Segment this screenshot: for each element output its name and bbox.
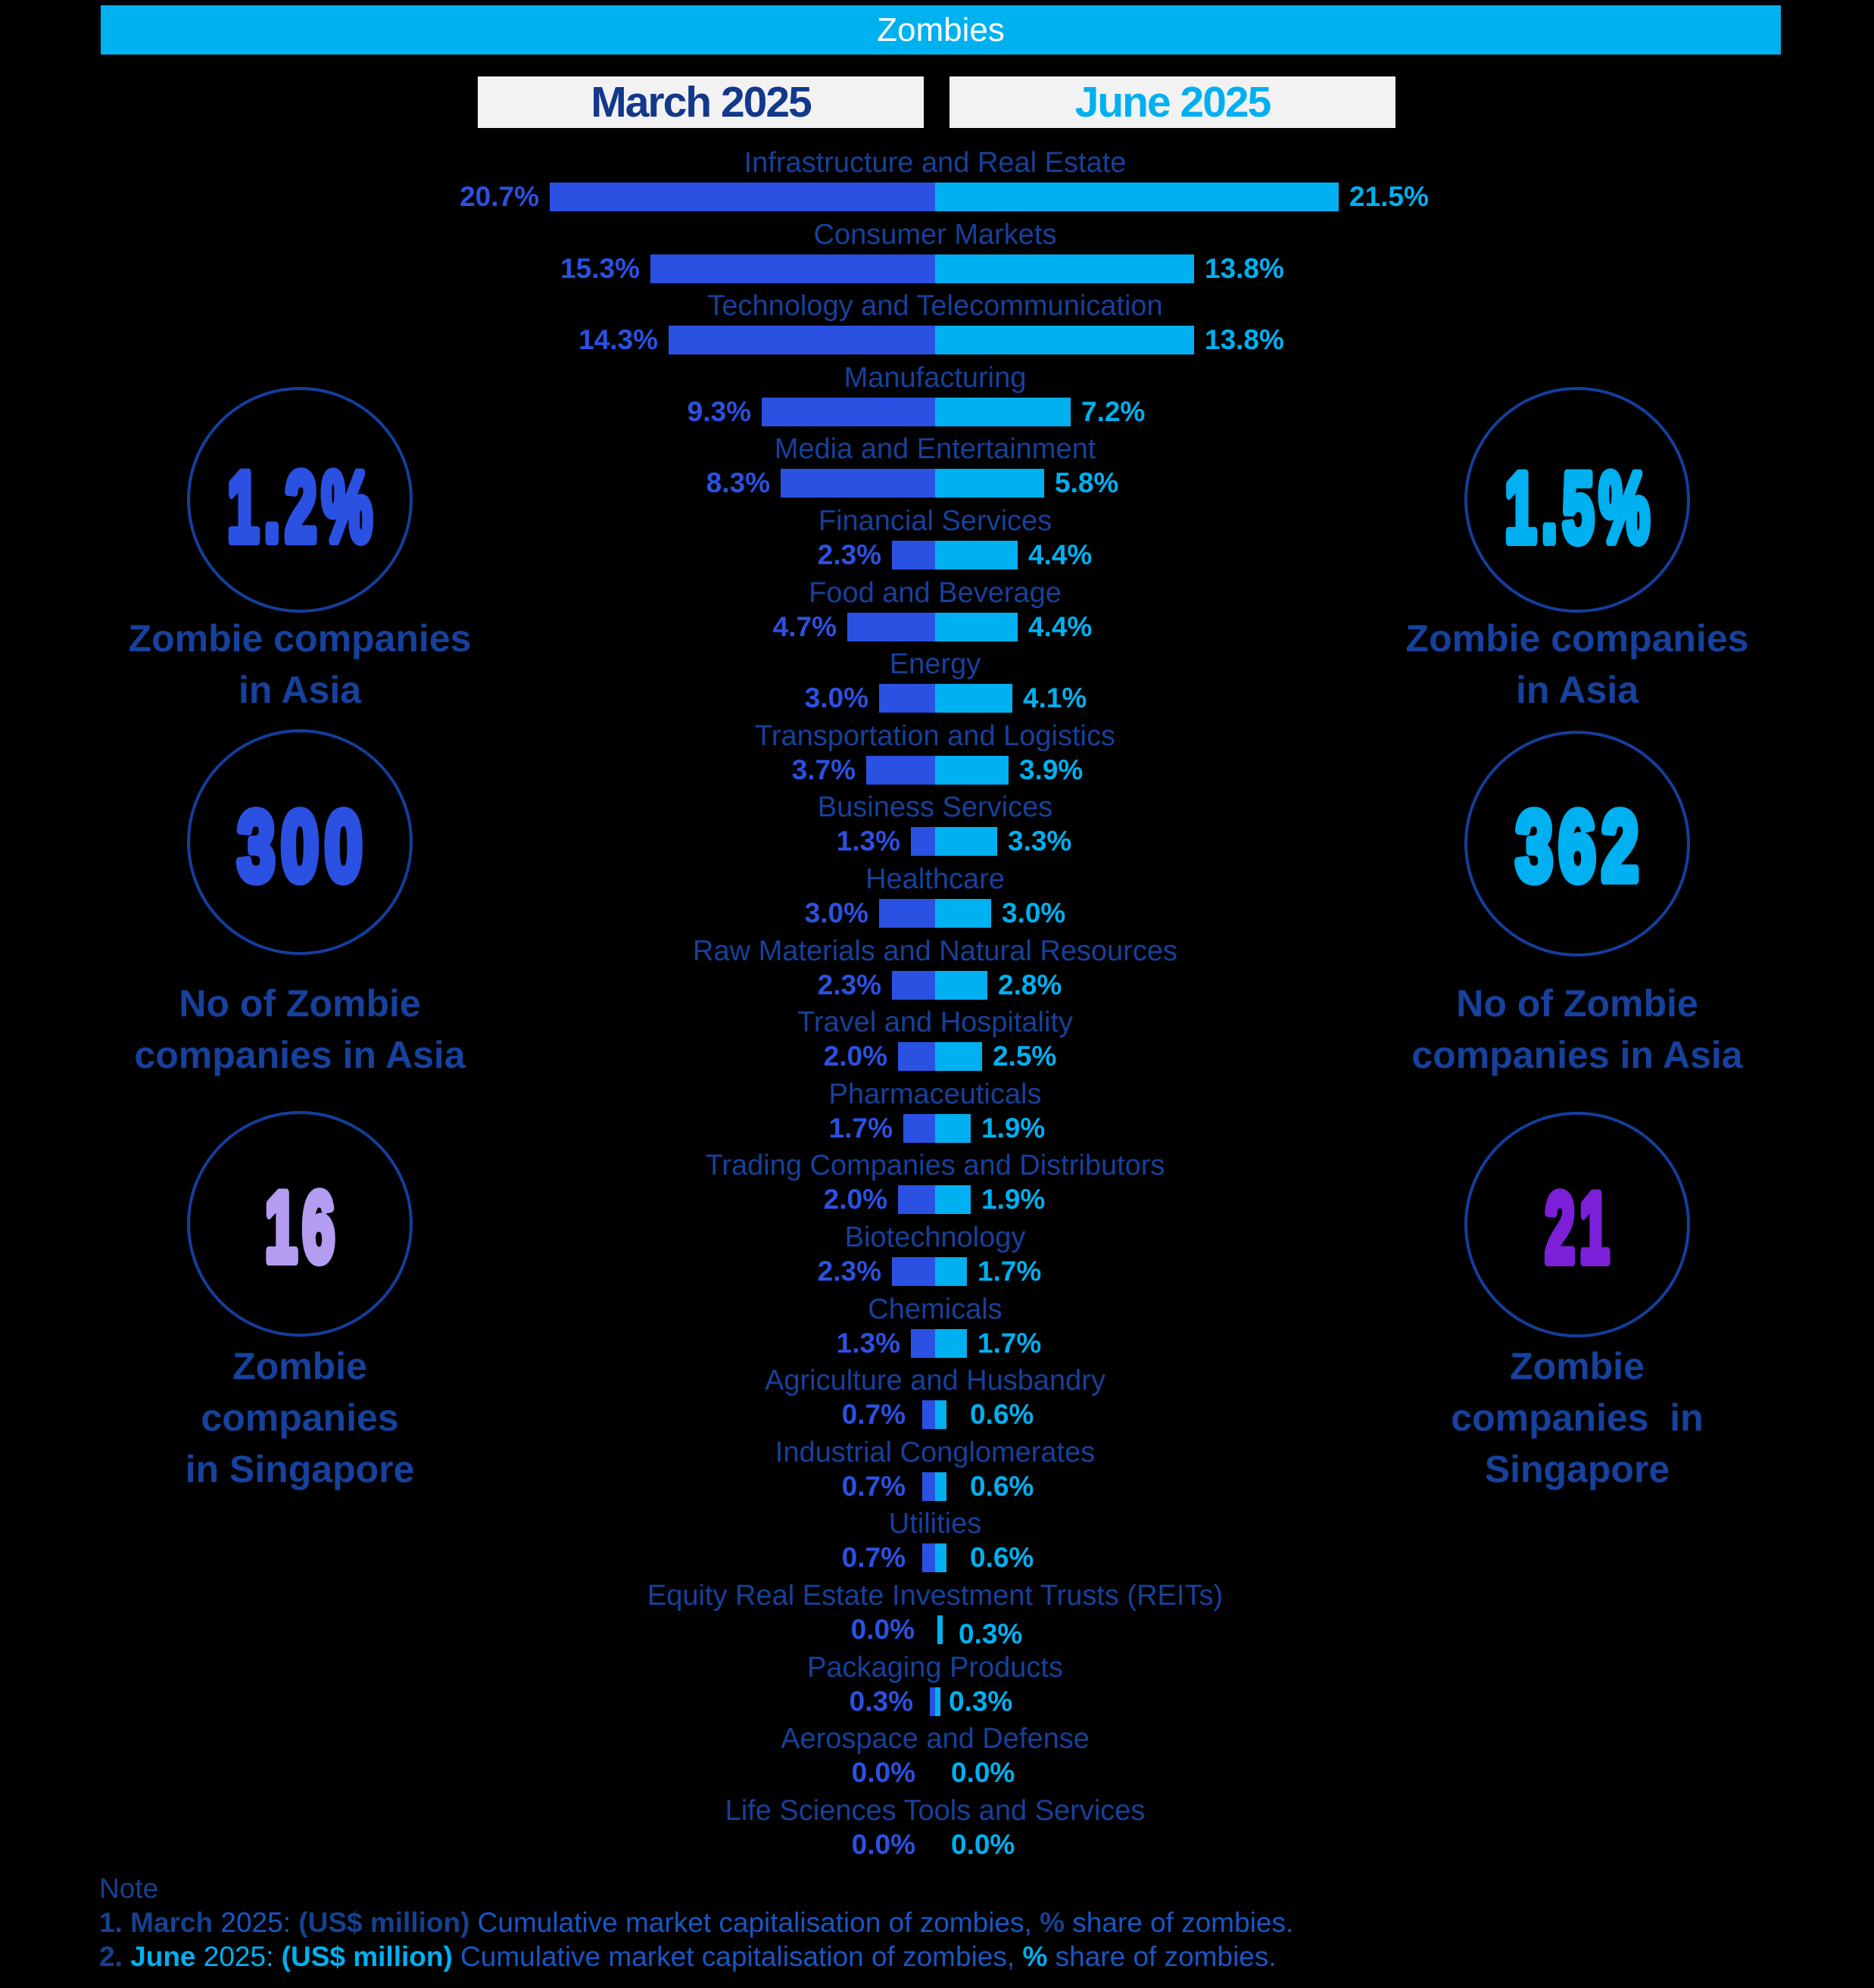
svg-text:16: 16 <box>265 1172 340 1282</box>
svg-text:362: 362 <box>1516 792 1645 901</box>
svg-text:21: 21 <box>1545 1173 1614 1284</box>
svg-text:300: 300 <box>238 791 369 901</box>
svg-text:1.2%: 1.2% <box>227 453 377 563</box>
svg-text:1.5%: 1.5% <box>1505 454 1654 563</box>
